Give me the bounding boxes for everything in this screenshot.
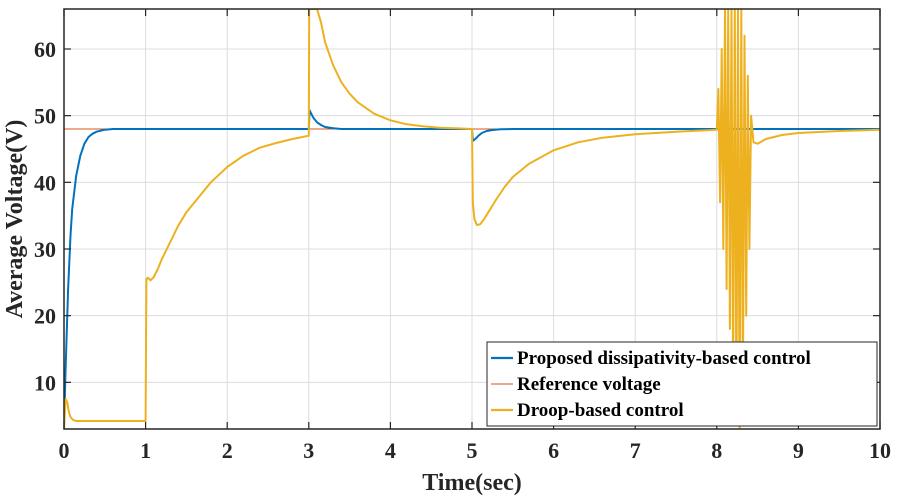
- legend-entry: Reference voltage: [517, 374, 661, 395]
- x-tick-label: 1: [140, 438, 151, 463]
- y-tick-label: 30: [34, 237, 56, 262]
- x-tick-label: 2: [222, 438, 233, 463]
- y-tick-label: 50: [34, 104, 56, 129]
- y-tick-label: 40: [34, 170, 56, 195]
- legend-box: [486, 341, 878, 427]
- series-lines: [64, 9, 880, 429]
- y-axis-label: Average Voltage(V): [2, 120, 28, 319]
- x-axis-label: Time(sec): [422, 470, 522, 496]
- x-tick-label: 3: [303, 438, 314, 463]
- series-line-proposed-dissipativity-based-control: [64, 109, 880, 429]
- y-tick-label: 60: [34, 37, 56, 62]
- x-tick-label: 7: [630, 438, 641, 463]
- x-tick-label: 8: [711, 438, 722, 463]
- legend-entry: Droop-based control: [517, 400, 684, 421]
- x-tick-label: 9: [793, 438, 804, 463]
- y-tick-label: 10: [34, 370, 56, 395]
- x-tick-label: 5: [467, 438, 478, 463]
- x-tick-label: 10: [869, 438, 891, 463]
- legend: Proposed dissipativity-based control Refe…: [486, 341, 878, 427]
- series-line-droop-based-control: [64, 9, 880, 429]
- y-tick-label: 20: [34, 304, 56, 329]
- axis-ticks: 0 1 2 3 4 5 6 7 8 9 10 10 20 30 40 50 60: [34, 9, 891, 463]
- x-tick-label: 4: [385, 438, 396, 463]
- x-tick-label: 6: [548, 438, 559, 463]
- legend-entry: Proposed dissipativity-based control: [517, 348, 811, 369]
- x-tick-label: 0: [59, 438, 70, 463]
